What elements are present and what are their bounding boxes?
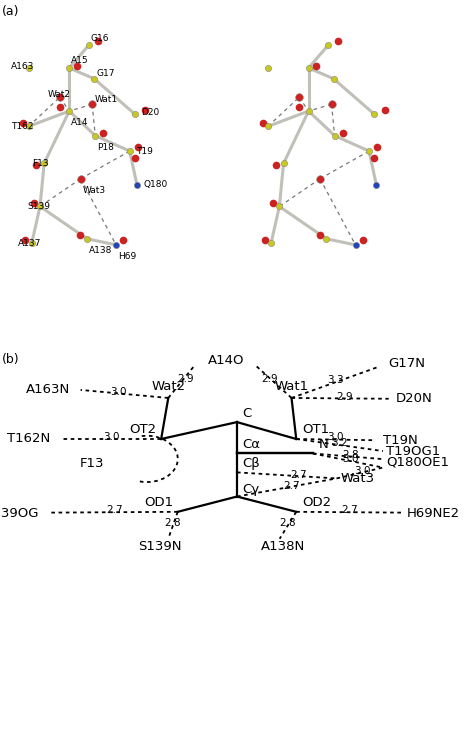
Text: S139N: S139N	[138, 539, 182, 553]
Text: S139: S139	[27, 202, 51, 211]
Text: 3.0: 3.0	[354, 466, 370, 476]
Text: 2.8: 2.8	[164, 518, 182, 528]
Text: 2.7: 2.7	[106, 505, 123, 515]
Text: D20N: D20N	[396, 393, 433, 405]
Text: G17: G17	[97, 68, 115, 77]
Text: N: N	[319, 438, 328, 451]
Text: 3.0: 3.0	[110, 387, 127, 397]
Text: 2.7: 2.7	[341, 505, 357, 515]
Text: A163: A163	[11, 62, 34, 71]
Text: F13: F13	[80, 456, 104, 470]
Text: D20: D20	[141, 108, 159, 117]
Text: T162: T162	[11, 122, 33, 131]
Text: A163N: A163N	[26, 383, 70, 396]
Text: 2.8: 2.8	[280, 518, 296, 528]
Text: Cγ: Cγ	[243, 483, 260, 496]
Text: 2.7: 2.7	[290, 469, 307, 480]
Text: OT2: OT2	[129, 423, 156, 435]
Text: F13: F13	[32, 159, 48, 168]
Text: Cα: Cα	[243, 438, 261, 451]
Text: 2.8: 2.8	[342, 450, 359, 459]
Text: Wat2: Wat2	[151, 380, 185, 393]
Text: Wat1: Wat1	[94, 96, 118, 105]
Text: 3.0: 3.0	[103, 432, 119, 441]
Text: 3.3: 3.3	[327, 374, 344, 385]
Text: T19: T19	[136, 147, 153, 156]
Text: 2.9: 2.9	[177, 374, 193, 384]
Text: H69NE2: H69NE2	[407, 507, 460, 520]
Text: OD2: OD2	[302, 496, 331, 508]
Text: OD1: OD1	[144, 496, 173, 508]
Text: A137: A137	[18, 239, 42, 248]
Text: Wat3: Wat3	[340, 472, 374, 485]
Text: T19OG1: T19OG1	[386, 444, 440, 457]
Text: 3.2: 3.2	[331, 438, 348, 447]
Text: A138: A138	[89, 246, 112, 255]
Text: (a): (a)	[2, 5, 20, 18]
Text: S139OG: S139OG	[0, 507, 39, 520]
Text: 2.7: 2.7	[283, 481, 300, 491]
Text: A15: A15	[71, 56, 89, 65]
Text: P18: P18	[97, 143, 114, 152]
Text: Wat1: Wat1	[274, 380, 309, 393]
Text: Q180OE1: Q180OE1	[386, 455, 449, 468]
Text: Wat2: Wat2	[48, 89, 71, 99]
Text: Q180: Q180	[143, 180, 167, 190]
Text: Cβ: Cβ	[243, 457, 260, 470]
Text: G17N: G17N	[389, 357, 426, 370]
Text: A14O: A14O	[208, 354, 245, 367]
Text: T19N: T19N	[383, 434, 418, 447]
Text: H69: H69	[118, 252, 137, 261]
Text: 3.0: 3.0	[342, 454, 358, 464]
Text: OT1: OT1	[302, 423, 329, 435]
Text: Wat3: Wat3	[83, 186, 106, 195]
Text: T162N: T162N	[7, 432, 50, 445]
Text: A14: A14	[71, 118, 89, 127]
Text: 2.9: 2.9	[337, 392, 353, 402]
Text: G16: G16	[91, 35, 109, 44]
Text: 2.9: 2.9	[262, 374, 278, 384]
Text: A138N: A138N	[261, 539, 306, 553]
Text: C: C	[243, 407, 252, 420]
Text: 3.0: 3.0	[327, 432, 344, 442]
Text: (b): (b)	[2, 353, 20, 366]
